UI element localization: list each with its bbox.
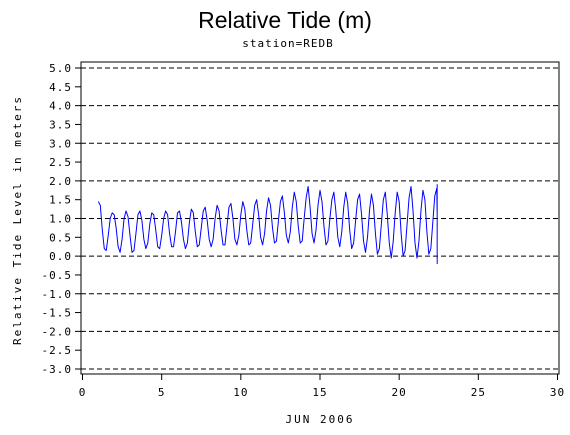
x-axis: 0 5 10 15 20 25 30	[79, 374, 565, 399]
y-axis: 5.0 4.5 4.0 3.5 3.0 2.5 2.0 1.5 1.0 0.5 0.0 -0.5 -1.…	[42, 62, 81, 376]
y-tick-label: -2.5	[42, 344, 73, 357]
y-tick-label: -3.0	[42, 363, 73, 376]
y-tick-label: -1.0	[42, 288, 73, 301]
x-tick-label: 30	[550, 386, 565, 399]
y-tick-label: 2.0	[49, 175, 72, 188]
x-axis-label: JUN 2006	[286, 413, 355, 426]
y-tick-label: -2.0	[42, 325, 73, 338]
y-tick-label: 0.0	[49, 250, 72, 263]
series-layer	[97, 184, 438, 265]
plot-frame	[80, 61, 560, 375]
y-tick-label: 4.5	[49, 81, 72, 94]
y-tick-label: 2.5	[49, 156, 72, 169]
y-tick-label: -0.5	[42, 269, 73, 282]
x-tick-label: 15	[312, 386, 327, 399]
x-tick-label: 5	[158, 386, 166, 399]
x-tick-label: 25	[471, 386, 486, 399]
y-tick-label: 4.0	[49, 100, 72, 113]
y-tick-label: -1.5	[42, 307, 73, 320]
x-tick-label: 0	[79, 386, 87, 399]
x-tick-label: 20	[392, 386, 407, 399]
y-tick-label: 3.0	[49, 137, 72, 150]
y-tick-label: 1.5	[49, 194, 72, 207]
tide-series-line	[97, 184, 438, 265]
y-tick-label: 5.0	[49, 62, 72, 75]
y-tick-label: 3.5	[49, 118, 72, 131]
y-tick-label: 1.0	[49, 213, 72, 226]
chart-title: Relative Tide (m)	[198, 7, 372, 33]
grid-layer	[81, 67, 559, 370]
x-tick-label: 10	[233, 386, 248, 399]
chart-subtitle: station=REDB	[242, 37, 333, 50]
y-tick-label: 0.5	[49, 231, 72, 244]
y-axis-label: Relative Tide Level in meters	[11, 95, 24, 345]
